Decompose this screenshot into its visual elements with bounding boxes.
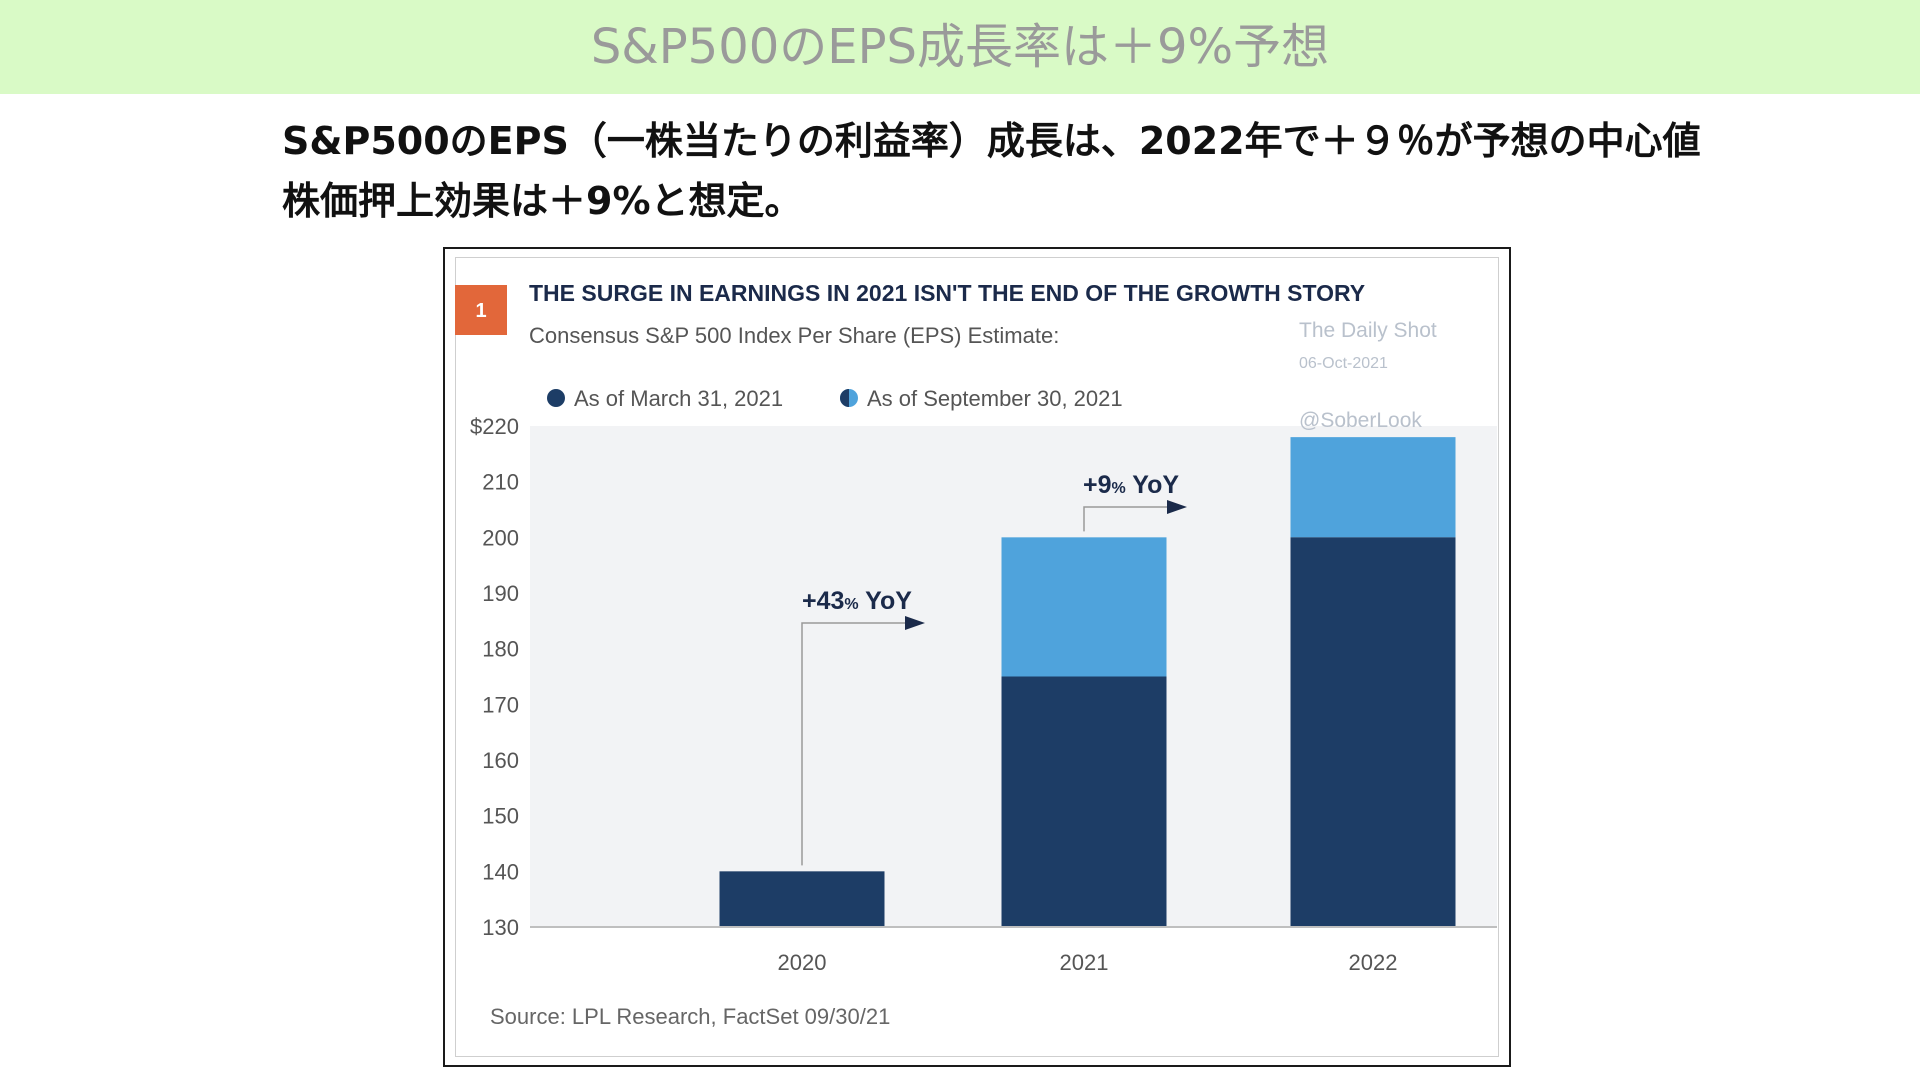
chart-title: THE SURGE IN EARNINGS IN 2021 ISN'T THE …	[529, 280, 1365, 306]
y-axis: $220 210 200 190 180 170 160 150 140 130	[470, 414, 519, 940]
bar-sept-2021	[1001, 537, 1167, 677]
annotation-2020-to-2021: +43% YoY	[801, 587, 925, 866]
annotation-value: +43	[802, 587, 844, 615]
badge-number: 1	[475, 300, 486, 322]
legend: As of March 31, 2021 As of September 30,…	[547, 386, 1123, 411]
watermark-date: 06-Oct-2021	[1299, 355, 1388, 372]
annotation-2021-to-2022: +9% YoY	[1083, 471, 1187, 532]
chart-inner-border	[455, 257, 1499, 1057]
y-tick-label: 160	[482, 748, 519, 773]
watermark: The Daily Shot 06-Oct-2021 @SoberLook	[1299, 319, 1437, 432]
legend-march-icon	[547, 389, 565, 407]
summary-line-2: 株価押上効果は＋9%と想定。	[282, 179, 803, 223]
chart-frame: 1 THE SURGE IN EARNINGS IN 2021 ISN'T TH…	[443, 247, 1511, 1067]
chart-subtitle: Consensus S&P 500 Index Per Share (EPS) …	[529, 323, 1059, 348]
watermark-name: The Daily Shot	[1299, 319, 1437, 342]
annotation-arrowhead	[1167, 500, 1187, 514]
annotation-unit: %	[1112, 480, 1126, 497]
y-tick-label: 180	[482, 637, 519, 662]
y-tick-label: 140	[482, 859, 519, 884]
legend-march-label: As of March 31, 2021	[574, 386, 783, 411]
y-tick-label: 200	[482, 525, 519, 550]
y-tick-label: $220	[470, 414, 519, 439]
annotation-suffix: YoY	[859, 587, 913, 615]
title-banner	[0, 0, 1920, 94]
eps-bar-chart: 1 THE SURGE IN EARNINGS IN 2021 ISN'T TH…	[455, 280, 1497, 1029]
bar-march-2022	[1290, 537, 1456, 927]
page-title: S&P500のEPS成長率は＋9%予想	[590, 19, 1330, 75]
chart-number-badge	[455, 285, 507, 335]
annotation-value: +9	[1083, 471, 1112, 499]
yoy-annotations: +43% YoY+9% YoY	[801, 471, 1187, 866]
bars	[719, 437, 1456, 927]
annotation-connector	[1083, 506, 1173, 532]
x-tick-label: 2020	[778, 950, 827, 975]
annotation-unit: %	[844, 596, 858, 613]
y-tick-label: 210	[482, 470, 519, 495]
x-tick-label: 2021	[1060, 950, 1109, 975]
bar-march-2021	[1001, 676, 1167, 927]
annotation-arrowhead	[905, 616, 925, 630]
x-tick-label: 2022	[1349, 950, 1398, 975]
legend-september-icon-half	[840, 389, 849, 407]
summary-line-1: S&P500のEPS（一株当たりの利益率）成長は、2022年で＋９％が予想の中心…	[282, 119, 1701, 163]
y-tick-label: 170	[482, 692, 519, 717]
legend-september-label: As of September 30, 2021	[867, 386, 1123, 411]
x-axis: 2020 2021 2022	[778, 950, 1398, 975]
y-tick-label: 190	[482, 581, 519, 606]
annotation-label: +43% YoY	[802, 587, 912, 615]
annotation-suffix: YoY	[1126, 471, 1180, 499]
annotation-connector	[801, 622, 911, 866]
watermark-handle: @SoberLook	[1299, 409, 1422, 432]
annotation-label: +9% YoY	[1083, 471, 1179, 499]
bar-sept-2022	[1290, 437, 1456, 538]
y-tick-label: 130	[482, 915, 519, 940]
y-tick-label: 150	[482, 804, 519, 829]
bar-march-2020	[719, 871, 885, 927]
chart-source: Source: LPL Research, FactSet 09/30/21	[490, 1004, 890, 1029]
